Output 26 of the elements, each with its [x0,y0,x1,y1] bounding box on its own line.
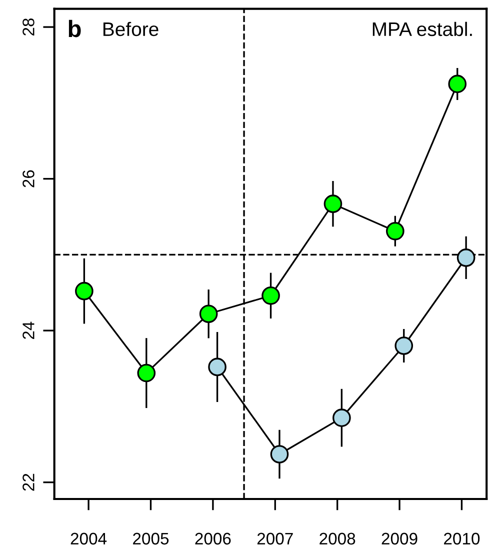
point [199,304,218,324]
x-tick-label: 2009 [382,532,418,545]
x-tick-label: 2004 [70,532,107,545]
y-tick-label: 22 [22,474,34,491]
y-tick-label: 24 [22,322,34,339]
x-tick-label: 2005 [133,532,169,545]
point [448,74,467,94]
point [332,408,351,427]
y-tick-label: 28 [22,18,34,36]
point [262,286,280,305]
point [386,222,404,240]
point [75,282,94,300]
x-tick-label: 2010 [444,532,480,545]
point [394,336,414,355]
point [270,445,289,464]
annotation: b [68,20,81,38]
point [324,194,342,214]
x-tick-label: 2008 [320,532,356,545]
y-tick-label: 26 [22,170,34,188]
point [456,248,476,267]
x-tick-label: 2006 [195,532,231,545]
point [208,358,226,376]
point [137,364,156,382]
x-tick-label: 2007 [257,532,293,545]
annotation: Before [103,22,158,36]
annotation: MPA establ. [372,22,472,36]
